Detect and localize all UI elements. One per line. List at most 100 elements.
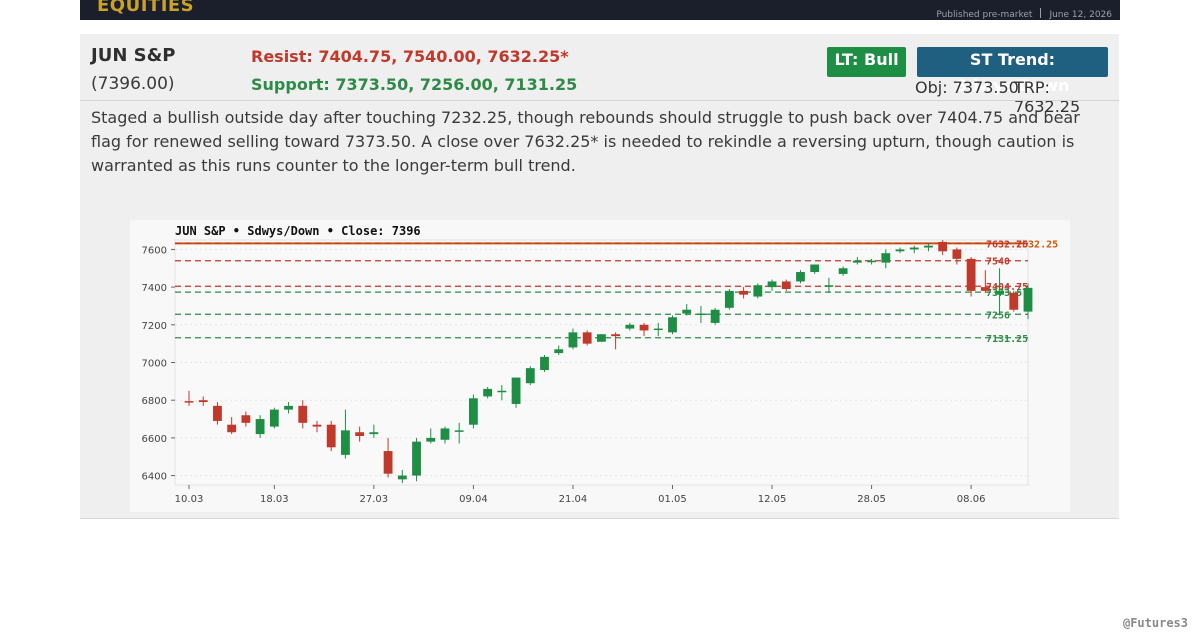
objective-value: Obj: 7373.50	[915, 78, 1019, 97]
instrument-name: JUN S&P	[91, 45, 176, 66]
x-tick-label: 21.04	[559, 494, 588, 505]
candle-body	[582, 332, 592, 344]
candle-body	[355, 432, 365, 436]
candle-body	[611, 334, 621, 337]
x-tick-label: 12.05	[758, 494, 787, 505]
candle-body	[440, 428, 450, 440]
candle-body	[284, 405, 293, 410]
candle-body	[824, 285, 834, 287]
level-label-trp: 7632.25	[1016, 239, 1058, 250]
y-tick-label: 6800	[142, 396, 167, 407]
candle-body	[924, 245, 933, 248]
candle-body	[397, 475, 407, 480]
y-tick-label: 7600	[142, 245, 167, 256]
y-tick-label: 7000	[142, 359, 167, 370]
commentary-text: Staged a bullish outside day after touch…	[91, 108, 1080, 175]
candle-body	[867, 260, 876, 263]
candle-body	[796, 272, 805, 282]
candle-body	[625, 324, 635, 329]
candle-body	[468, 398, 478, 425]
candle-body	[383, 451, 393, 474]
publish-info: Published pre-market June 12, 2026	[936, 8, 1112, 20]
candle-body	[483, 388, 493, 397]
candle-body	[255, 419, 265, 435]
candle-body	[540, 356, 549, 371]
author-handle: @Futures3	[1122, 616, 1188, 630]
candle-body	[852, 260, 862, 263]
candle-body	[497, 390, 507, 393]
x-tick-label: 28.05	[857, 494, 886, 505]
level-label-resistance: 7404.75	[986, 282, 1028, 293]
candle-body	[312, 424, 322, 427]
candle-body	[938, 241, 948, 252]
candle-body	[710, 309, 720, 323]
trp-value: TRP: 7632.25	[1014, 78, 1081, 116]
candle-body	[682, 309, 692, 314]
candle-body	[810, 264, 820, 273]
lt-trend-badge: LT: Bull	[827, 47, 906, 77]
y-tick-label: 7200	[142, 321, 167, 332]
candle-body	[653, 328, 663, 331]
candle-body	[511, 377, 521, 404]
support-levels: Support: 7373.50, 7256.00, 7131.25	[251, 75, 578, 94]
st-trend-badge: ST Trend: Sdwys/Down	[917, 47, 1108, 95]
x-tick-label: 18.03	[260, 494, 289, 505]
candle-body	[696, 313, 706, 315]
candle-body	[198, 400, 208, 403]
candle-body	[767, 281, 777, 288]
publish-status: Published pre-market	[936, 10, 1033, 20]
level-label-support: 7373.5	[986, 288, 1022, 299]
candle-body	[525, 368, 535, 384]
publish-date: June 12, 2026	[1049, 10, 1112, 20]
candle-body	[269, 409, 279, 427]
candle-body	[454, 430, 464, 432]
level-label-resistance: 7632.25	[986, 239, 1028, 250]
candle-body	[881, 253, 891, 263]
candle-body	[326, 424, 336, 448]
instrument-price: (7396.00)	[91, 74, 175, 94]
level-label-resistance: 7540	[986, 257, 1010, 268]
top-bar: EQUITIES Published pre-market June 12, 20…	[80, 0, 1120, 20]
chart-title: JUN S&P • Sdwys/Down • Close: 7396	[175, 224, 421, 238]
candle-body	[753, 285, 763, 297]
candle-body	[341, 430, 350, 455]
candle-body	[781, 281, 791, 289]
level-label-support: 7256	[986, 310, 1010, 321]
candle-body	[426, 437, 436, 442]
candle-body	[213, 405, 222, 421]
candle-body	[184, 401, 194, 403]
candle-body	[227, 424, 237, 433]
y-tick-label: 7400	[142, 283, 167, 294]
candle-body	[980, 287, 990, 291]
candle-body	[554, 349, 564, 354]
candle-body	[369, 432, 379, 435]
candle-body	[739, 290, 749, 295]
candle-body	[1023, 287, 1033, 312]
y-tick-label: 6600	[142, 434, 167, 445]
candle-body	[1009, 292, 1019, 310]
x-tick-label: 08.06	[957, 494, 986, 505]
candle-body	[724, 290, 734, 308]
candle-body	[241, 415, 251, 423]
candle-body	[838, 268, 848, 274]
candle-body	[895, 249, 905, 252]
separator	[1040, 8, 1042, 18]
candle-body	[966, 258, 976, 291]
resistance-levels: Resist: 7404.75, 7540.00, 7632.25*	[251, 47, 569, 66]
candle-body	[298, 405, 308, 423]
candlestick-chart: 6400 6600 6800 7000 7200 7400 7600 10.03 18.03 27…	[130, 220, 1070, 512]
x-tick-label: 10.03	[175, 494, 204, 505]
candle-body	[995, 290, 1004, 295]
candle-body	[412, 441, 421, 476]
candle-body	[568, 332, 578, 348]
x-tick-label: 27.03	[360, 494, 389, 505]
x-tick-label: 09.04	[459, 494, 488, 505]
candle-body	[909, 247, 919, 250]
x-tick-label: 01.05	[658, 494, 687, 505]
level-label-support: 7131.25	[986, 334, 1028, 345]
divider	[80, 100, 1119, 101]
candle-body	[596, 334, 606, 342]
y-tick-label: 6400	[142, 472, 167, 483]
candle-body	[639, 324, 649, 331]
section-title: EQUITIES	[97, 0, 195, 16]
